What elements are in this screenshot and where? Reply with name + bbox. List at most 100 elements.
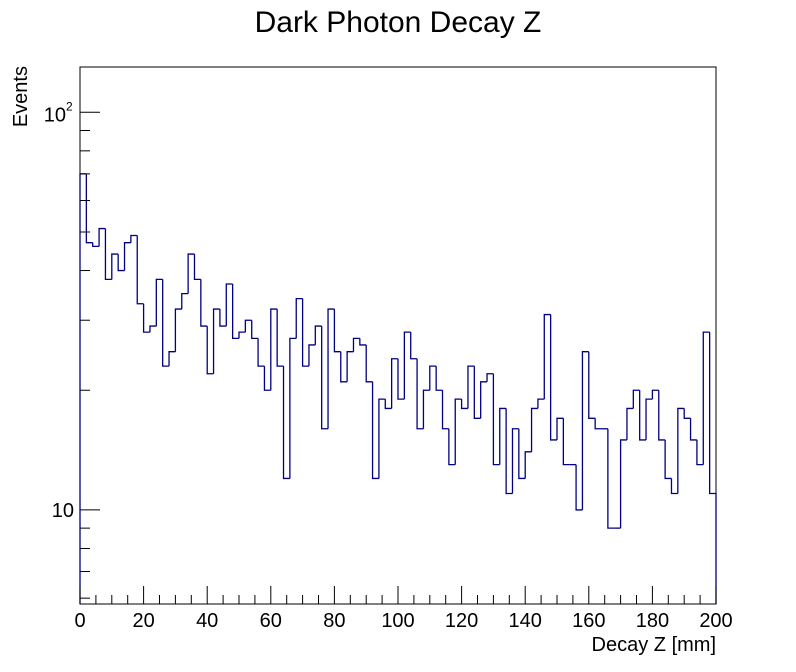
histogram-bin <box>480 381 488 419</box>
histogram-bin <box>492 373 500 466</box>
histogram-bin <box>441 390 449 430</box>
histogram-bin <box>511 428 519 494</box>
histogram-bin <box>219 309 227 327</box>
histogram-bin <box>130 234 138 243</box>
histogram-bin <box>352 337 360 352</box>
x-tick-label: 0 <box>74 610 85 632</box>
histogram-bin <box>282 366 290 480</box>
histogram-bin <box>639 390 647 441</box>
histogram-bin <box>486 373 494 382</box>
histogram-bin <box>327 308 335 429</box>
x-axis-title: Decay Z [mm] <box>592 634 716 656</box>
x-tick-label: 140 <box>509 610 542 632</box>
histogram-bin <box>588 351 596 419</box>
histogram-bin <box>149 325 157 333</box>
histogram-bin <box>371 381 379 480</box>
histogram-bin <box>505 408 513 495</box>
histogram-bin <box>136 235 144 305</box>
histogram-bin <box>689 418 697 441</box>
histogram-bin <box>276 309 284 367</box>
histogram-bin <box>658 390 666 441</box>
histogram-bin <box>193 254 201 281</box>
histogram-bin <box>556 417 564 440</box>
y-tick-label-base: 10 <box>44 104 66 126</box>
x-tick-label: 40 <box>196 610 218 632</box>
histogram-bin <box>263 366 271 391</box>
histogram-bin <box>422 389 430 429</box>
x-tick-label: 20 <box>132 610 154 632</box>
histogram-bin <box>645 398 653 440</box>
histogram-bin <box>340 351 348 383</box>
histogram-bin <box>104 228 112 281</box>
chart-title: Dark Photon Decay Z <box>255 6 542 39</box>
histogram-bin <box>467 365 475 409</box>
histogram-bin <box>708 332 717 604</box>
histogram-bin <box>244 319 252 333</box>
histogram-bin <box>594 418 602 430</box>
histogram-bin <box>295 297 303 339</box>
histogram-bin <box>537 398 545 409</box>
x-tick-label: 180 <box>636 610 669 632</box>
histogram-bin <box>390 358 398 409</box>
histogram-bin <box>435 366 443 391</box>
x-tick-label: 80 <box>323 610 345 632</box>
histogram-bin <box>562 418 570 466</box>
histogram-bin <box>187 253 195 294</box>
histogram-bin <box>257 338 265 367</box>
histogram-bin <box>85 173 93 244</box>
histogram-bin <box>683 408 691 419</box>
histogram-bin <box>365 344 373 383</box>
histogram-bin <box>142 303 150 333</box>
histogram-bin <box>231 284 239 340</box>
x-tick-label: 120 <box>445 610 478 632</box>
histogram-bin <box>200 279 208 327</box>
histogram-bin <box>314 325 322 345</box>
histogram-bin <box>619 439 627 529</box>
histogram-bin <box>251 320 259 340</box>
histogram-bin <box>92 242 100 248</box>
histogram-bin <box>524 451 532 479</box>
histogram-bin <box>181 292 189 310</box>
histogram-bin <box>397 358 405 400</box>
histogram-bin <box>238 331 246 339</box>
x-tick-label: 100 <box>381 610 414 632</box>
histogram-bin <box>416 358 424 430</box>
histogram-bin <box>384 399 392 410</box>
histogram-bin <box>346 351 354 382</box>
histogram-bin <box>308 344 316 367</box>
histogram-bin <box>168 351 176 367</box>
histogram-bin <box>162 279 170 367</box>
histogram-bin <box>460 399 468 410</box>
histogram-bin <box>575 464 583 511</box>
histogram-bin <box>454 398 462 465</box>
histogram-bin <box>333 309 341 353</box>
histogram-bin <box>174 308 182 352</box>
histogram-bin <box>206 326 214 375</box>
histogram-bin <box>321 326 329 430</box>
histogram-bin <box>212 308 220 374</box>
histogram-bin <box>117 254 125 272</box>
histogram-bin <box>448 428 456 466</box>
histogram-bin <box>696 439 704 466</box>
histogram-bin <box>155 278 163 327</box>
histogram-bin <box>289 337 297 479</box>
histogram-bin <box>270 308 278 391</box>
histogram-bin <box>473 366 481 419</box>
histogram-bin <box>670 478 678 495</box>
x-tick-label: 200 <box>699 610 732 632</box>
histogram-bin <box>607 428 615 529</box>
histogram-bin <box>664 439 672 480</box>
histogram-bin <box>301 298 309 367</box>
histogram-bin <box>111 253 119 280</box>
histogram-bin <box>651 389 659 400</box>
histogram-bin <box>225 283 233 327</box>
y-tick-label-exponent: 2 <box>66 99 73 113</box>
histogram-bin <box>410 332 418 360</box>
histogram-bin <box>123 242 131 271</box>
histogram-bin <box>530 407 538 452</box>
histogram-bin <box>632 389 640 409</box>
histogram-bin <box>499 407 507 465</box>
histogram-bin <box>702 331 710 465</box>
